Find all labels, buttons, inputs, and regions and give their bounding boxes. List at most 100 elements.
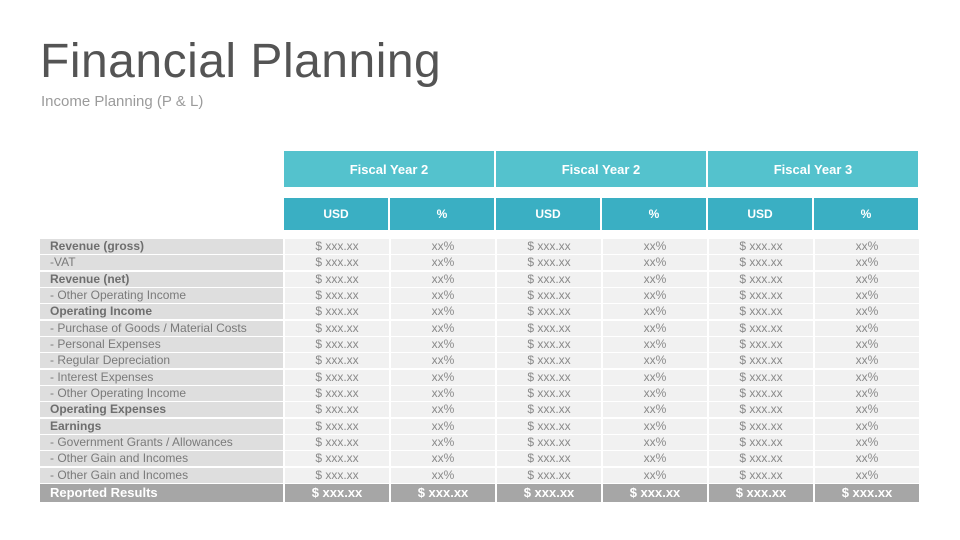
percent-value-cell: xx% xyxy=(391,304,495,320)
percent-value-cell: xx% xyxy=(815,287,919,303)
row-label: - Other Gain and Incomes xyxy=(40,467,283,483)
usd-value-cell: $ xxx.xx xyxy=(709,385,813,401)
usd-value-cell: $ xxx.xx xyxy=(285,320,389,336)
unit-header: % xyxy=(390,198,494,230)
percent-value-cell: xx% xyxy=(603,451,707,467)
page-subtitle: Income Planning (P & L) xyxy=(41,93,204,110)
percent-value-cell: xx% xyxy=(815,336,919,352)
percent-value-cell: xx% xyxy=(603,467,707,483)
percent-value-cell: xx% xyxy=(815,418,919,434)
percent-value-cell: xx% xyxy=(815,353,919,369)
usd-value-cell: $ xxx.xx xyxy=(285,271,389,287)
usd-value-cell: $ xxx.xx xyxy=(285,369,389,385)
usd-value-cell: $ xxx.xx xyxy=(497,320,601,336)
percent-value-cell: xx% xyxy=(603,336,707,352)
table-row: -VAT $ xxx.xx xx% $ xxx.xx xx% $ xxx.xx xx% xyxy=(40,255,919,271)
table-row: Revenue (net) $ xxx.xx xx% $ xxx.xx xx% $ xxx… xyxy=(40,271,919,288)
usd-value-cell: $ xxx.xx xyxy=(709,255,813,271)
table-row: Operating Income $ xxx.xx xx% $ xxx.xx xx% $ … xyxy=(40,304,919,320)
usd-value-cell: $ xxx.xx xyxy=(497,402,601,418)
table-row: - Other Operating Income $ xxx.xx xx% $ xxx… xyxy=(40,287,919,304)
table-row: Earnings $ xxx.xx xx% $ xxx.xx xx% $ xxx.xx xx… xyxy=(40,418,919,435)
usd-value-cell: $ xxx.xx xyxy=(709,418,813,434)
percent-value-cell: xx% xyxy=(391,255,495,271)
usd-value-cell: $ xxx.xx xyxy=(285,353,389,369)
percent-value-cell: xx% xyxy=(603,434,707,450)
percent-value-cell: xx% xyxy=(391,320,495,336)
usd-value-cell: $ xxx.xx xyxy=(709,402,813,418)
percent-value-cell: xx% xyxy=(391,385,495,401)
percent-value-cell: xx% xyxy=(603,353,707,369)
percent-value-cell: xx% xyxy=(603,402,707,418)
usd-value-cell: $ xxx.xx xyxy=(497,418,601,434)
percent-value-cell: xx% xyxy=(815,451,919,467)
usd-value-cell: $ xxx.xx xyxy=(285,418,389,434)
usd-value-cell: $ xxx.xx xyxy=(709,451,813,467)
usd-value-cell: $ xxx.xx xyxy=(709,434,813,450)
table-row: Revenue (gross) $ xxx.xx xx% $ xxx.xx xx% $ x… xyxy=(40,239,919,255)
row-label: - Interest Expenses xyxy=(40,369,283,385)
unit-header: % xyxy=(602,198,706,230)
total-value-cell: $ xxx.xx xyxy=(603,483,707,502)
percent-value-cell: xx% xyxy=(391,451,495,467)
usd-value-cell: $ xxx.xx xyxy=(497,271,601,287)
row-label: - Government Grants / Allowances xyxy=(40,434,283,450)
percent-value-cell: xx% xyxy=(603,369,707,385)
usd-value-cell: $ xxx.xx xyxy=(497,451,601,467)
total-value-cell: $ xxx.xx xyxy=(497,483,601,502)
percent-value-cell: xx% xyxy=(391,402,495,418)
usd-value-cell: $ xxx.xx xyxy=(709,369,813,385)
unit-header: % xyxy=(814,198,918,230)
total-row: Reported Results $ xxx.xx $ xxx.xx $ xxx.xx… xyxy=(40,483,919,502)
usd-value-cell: $ xxx.xx xyxy=(497,336,601,352)
row-label: - Personal Expenses xyxy=(40,336,283,352)
total-value-cell: $ xxx.xx xyxy=(391,483,495,502)
usd-value-cell: $ xxx.xx xyxy=(497,434,601,450)
percent-value-cell: xx% xyxy=(391,434,495,450)
percent-value-cell: xx% xyxy=(815,304,919,320)
row-label: Revenue (net) xyxy=(40,271,283,287)
usd-value-cell: $ xxx.xx xyxy=(497,255,601,271)
usd-value-cell: $ xxx.xx xyxy=(497,467,601,483)
usd-value-cell: $ xxx.xx xyxy=(709,287,813,303)
percent-value-cell: xx% xyxy=(603,271,707,287)
percent-value-cell: xx% xyxy=(815,271,919,287)
unit-header: USD xyxy=(284,198,388,230)
usd-value-cell: $ xxx.xx xyxy=(285,434,389,450)
table-row: - Other Gain and Incomes $ xxx.xx xx% $ xxx… xyxy=(40,451,919,467)
percent-value-cell: xx% xyxy=(815,385,919,401)
usd-value-cell: $ xxx.xx xyxy=(497,304,601,320)
usd-value-cell: $ xxx.xx xyxy=(709,336,813,352)
table-row: - Interest Expenses $ xxx.xx xx% $ xxx.xx xx… xyxy=(40,369,919,386)
percent-value-cell: xx% xyxy=(603,304,707,320)
total-label: Reported Results xyxy=(40,483,283,502)
percent-value-cell: xx% xyxy=(603,287,707,303)
total-value-cell: $ xxx.xx xyxy=(815,483,919,502)
row-label: Revenue (gross) xyxy=(40,239,283,254)
table-row: Operating Expenses $ xxx.xx xx% $ xxx.xx xx%… xyxy=(40,402,919,418)
total-value-cell: $ xxx.xx xyxy=(285,483,389,502)
row-label: - Other Gain and Incomes xyxy=(40,451,283,467)
table-row: - Purchase of Goods / Material Costs $ xx… xyxy=(40,320,919,337)
usd-value-cell: $ xxx.xx xyxy=(285,385,389,401)
percent-value-cell: xx% xyxy=(815,467,919,483)
table-row: - Personal Expenses $ xxx.xx xx% $ xxx.xx xx… xyxy=(40,336,919,353)
usd-value-cell: $ xxx.xx xyxy=(709,467,813,483)
usd-value-cell: $ xxx.xx xyxy=(285,304,389,320)
usd-value-cell: $ xxx.xx xyxy=(709,304,813,320)
usd-value-cell: $ xxx.xx xyxy=(285,451,389,467)
percent-value-cell: xx% xyxy=(391,271,495,287)
row-label: Operating Income xyxy=(40,304,283,320)
usd-value-cell: $ xxx.xx xyxy=(285,255,389,271)
usd-value-cell: $ xxx.xx xyxy=(709,353,813,369)
row-label: Operating Expenses xyxy=(40,402,283,418)
percent-value-cell: xx% xyxy=(815,434,919,450)
percent-value-cell: xx% xyxy=(815,369,919,385)
page-title: Financial Planning xyxy=(40,35,442,88)
percent-value-cell: xx% xyxy=(391,239,495,254)
table-row: - Other Operating Income $ xxx.xx xx% $ xxx… xyxy=(40,385,919,402)
usd-value-cell: $ xxx.xx xyxy=(285,239,389,254)
table-row: - Government Grants / Allowances $ xxx.xx… xyxy=(40,434,919,451)
usd-value-cell: $ xxx.xx xyxy=(497,385,601,401)
percent-value-cell: xx% xyxy=(391,336,495,352)
